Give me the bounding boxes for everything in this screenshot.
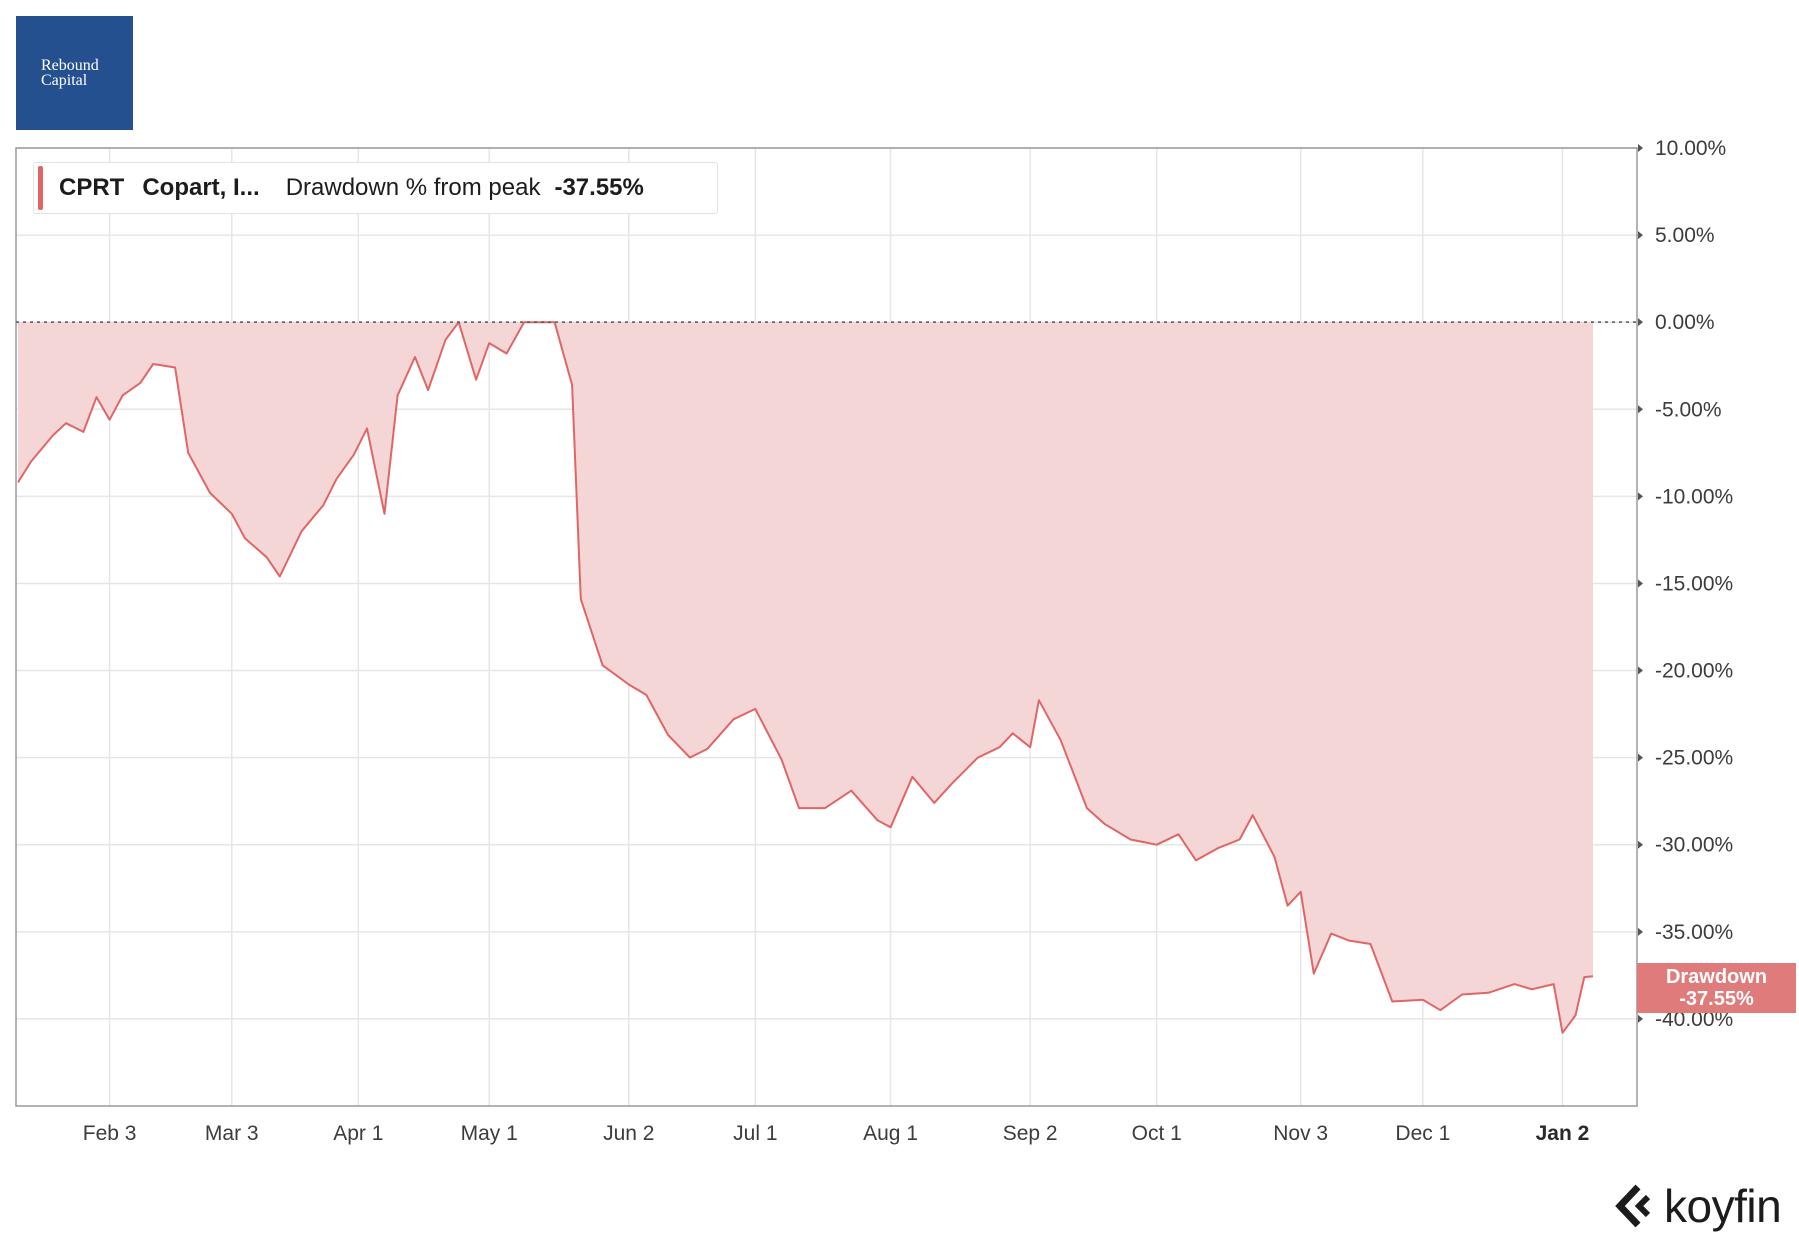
x-tick-label: Apr 1 [333, 1122, 383, 1145]
y-tick-marker [1638, 1014, 1643, 1023]
y-tick-label: -15.00% [1655, 572, 1733, 595]
y-tick-marker [1638, 231, 1643, 240]
x-tick-label: Jul 1 [733, 1122, 777, 1145]
y-tick-marker [1638, 927, 1643, 936]
y-tick-label: 10.00% [1655, 137, 1726, 160]
koyfin-chevron-icon [1615, 1184, 1651, 1228]
rebound-capital-logo: Rebound Capital [16, 16, 133, 130]
legend-company-name: Copart, I... [142, 174, 260, 201]
y-tick-label: -5.00% [1655, 398, 1722, 421]
y-tick-marker [1638, 318, 1643, 327]
logo-text: Rebound Capital [41, 57, 99, 89]
last-value-tag: Drawdown -37.55% [1637, 963, 1796, 1013]
y-tick-label: 5.00% [1655, 224, 1715, 247]
x-axis: Feb 3 Mar 3 Apr 1 May 1 Jun 2 Jul 1 Aug 1 Sep 2… [83, 1122, 1590, 1145]
x-tick-label: Jan 2 [1536, 1122, 1590, 1145]
y-tick-marker [1638, 144, 1643, 152]
y-tick-label: 0.00% [1655, 311, 1715, 334]
x-tick-label: Nov 3 [1273, 1122, 1328, 1145]
y-tick-label: -25.00% [1655, 747, 1733, 770]
x-tick-label: Sep 2 [1003, 1122, 1058, 1145]
y-tick-marker [1638, 666, 1643, 675]
y-tick-label: -35.00% [1655, 921, 1733, 944]
x-tick-label: Aug 1 [863, 1122, 918, 1145]
x-tick-label: Mar 3 [205, 1122, 259, 1145]
x-tick-label: Dec 1 [1395, 1122, 1450, 1145]
y-tick-label: -20.00% [1655, 660, 1733, 683]
y-axis: 10.00% 5.00% 0.00% -5.00% -10.00% -15.00% -20.… [1638, 137, 1733, 1031]
x-tick-label: Jun 2 [603, 1122, 654, 1145]
y-tick-marker [1638, 840, 1643, 849]
y-tick-label: -30.00% [1655, 834, 1733, 857]
y-tick-marker [1638, 405, 1643, 414]
brand-name: koyfin [1664, 1180, 1782, 1232]
series-legend[interactable]: CPRT Copart, I... Drawdown % from peak -… [33, 162, 718, 214]
y-tick-label: -40.00% [1655, 1008, 1733, 1031]
y-tick-marker [1638, 492, 1643, 501]
x-tick-label: Feb 3 [83, 1122, 137, 1145]
legend-metric-label: Drawdown % from peak [285, 174, 541, 201]
drawdown-area-fill [18, 322, 1593, 1033]
x-tick-label: May 1 [461, 1122, 518, 1145]
value-tag-value: -37.55% [1679, 988, 1754, 1010]
series-area [16, 321, 1637, 1034]
y-tick-marker [1638, 753, 1643, 762]
y-tick-marker [1638, 579, 1643, 588]
plot-frame [15, 147, 1638, 1107]
legend-current-value: -37.55% [554, 174, 644, 201]
series-color-marker [38, 166, 43, 210]
koyfin-brand: koyfin [1612, 1180, 1782, 1232]
value-tag-label: Drawdown [1665, 966, 1768, 988]
legend-ticker: CPRT [59, 174, 125, 201]
drawdown-line [17, 321, 1594, 1034]
y-tick-label: -10.00% [1655, 485, 1733, 508]
x-tick-label: Oct 1 [1132, 1122, 1182, 1145]
